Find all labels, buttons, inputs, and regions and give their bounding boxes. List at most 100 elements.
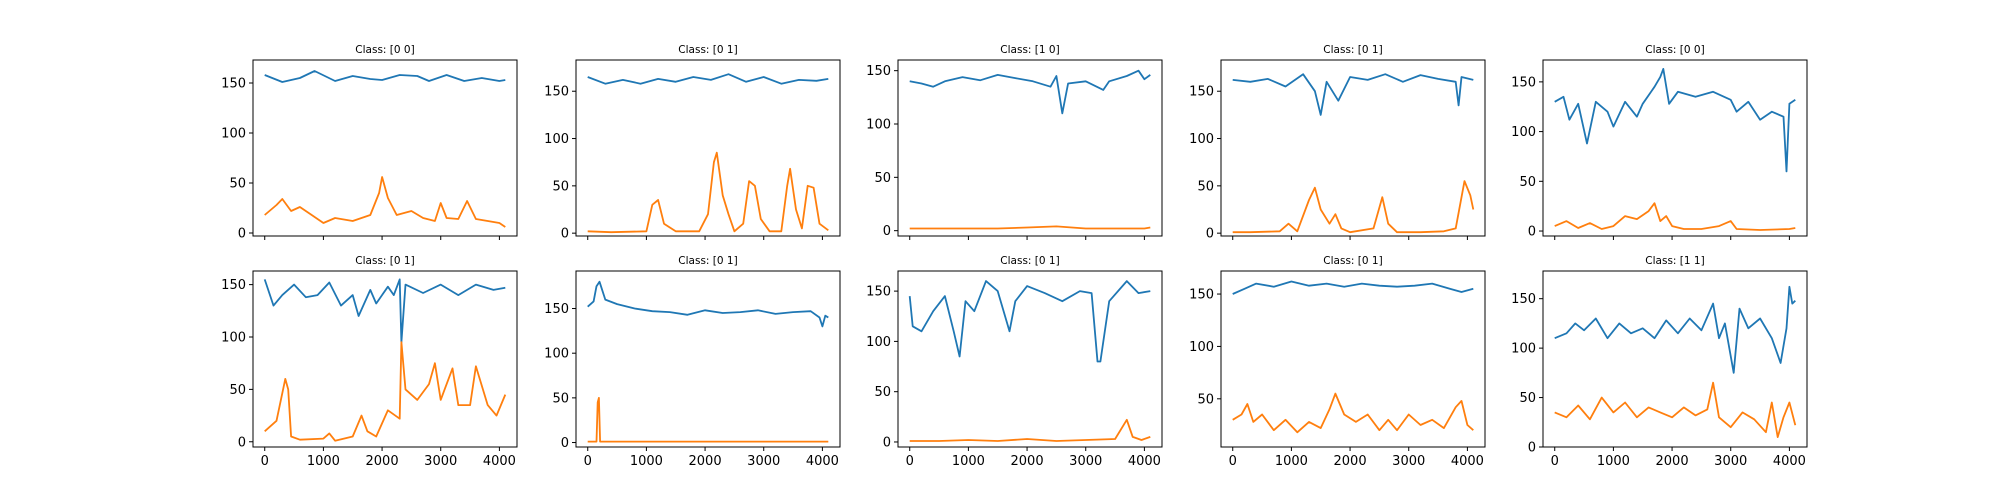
y-tick-label: 150 [866,285,891,300]
subplot-title: Class: [1 0] [1000,44,1059,56]
subplot-5: Class: [0 0] 0 50 100 150 [1511,44,1808,240]
x-tick-label: 4000 [1128,454,1161,469]
y-tick-label: 150 [1189,288,1214,303]
x-tick-label: 4000 [483,454,516,469]
series-line-1 [908,280,1151,363]
series-line-1 [1554,285,1796,374]
y-tick-label: 50 [1519,391,1536,406]
x-tick-label: 3000 [1392,454,1425,469]
y-tick-label: 100 [1189,340,1214,355]
y-tick-label: 50 [1197,179,1214,194]
y-tick-label: 150 [1511,75,1536,90]
y-tick-label: 100 [544,347,569,362]
y-tick-label: 0 [1528,441,1536,456]
subplot-title: Class: [0 1] [1000,255,1059,267]
axes-frame [1542,270,1808,448]
axes-frame [1542,59,1808,237]
y-tick-label: 100 [221,127,246,142]
subplot-title: Class: [0 1] [1323,255,1382,267]
y-tick-label: 100 [221,331,246,346]
x-tick-label: 4000 [1451,454,1484,469]
y-tick-label: 100 [544,132,569,147]
y-tick-label: 100 [1511,125,1536,140]
series-line-1 [1554,68,1796,173]
y-tick-label: 150 [544,302,569,317]
series-line-1 [909,69,1151,115]
subplot-title: Class: [0 1] [678,44,737,56]
series-line-2 [587,151,829,234]
y-tick-label: 100 [866,118,891,133]
y-tick-label: 150 [221,278,246,293]
y-tick-label: 0 [238,435,246,450]
series-line-2 [1232,180,1475,234]
x-tick-label: 2000 [366,454,399,469]
x-tick-label: 2000 [689,454,722,469]
subplot-1: Class: [0 0] 0 50 100 150 [221,44,518,242]
x-tick-label: 1000 [630,454,663,469]
subplot-10: Class: [1 1] 0 50 100 150 0 1000 2000 3000 4000 [1511,255,1808,469]
x-tick-label: 1000 [1275,454,1308,469]
series-line-2 [1554,381,1797,439]
y-tick-label: 50 [229,177,246,192]
series-line-2 [909,225,1151,230]
y-tick-label: 50 [552,179,569,194]
subplot-title: Class: [0 1] [1323,44,1382,56]
axes-frame [575,59,841,237]
y-tick-label: 50 [229,383,246,398]
subplot-title: Class: [0 1] [678,255,737,267]
x-tick-label: 2000 [1334,454,1367,469]
subplot-6: Class: [0 1] 0 50 100 150 0 1000 2000 3000 4000 [221,255,518,469]
axes-frame [575,270,841,448]
y-tick-label: 150 [866,64,891,79]
x-tick-label: 0 [261,454,269,469]
y-tick-label: 50 [552,391,569,406]
series-line-1 [587,280,829,328]
series-line-2 [587,396,829,443]
x-tick-label: 1000 [1597,454,1630,469]
subplot-8: Class: [0 1] 0 50 100 150 0 1000 2000 3000 4000 [866,255,1163,469]
series-line-1 [1232,73,1474,116]
series-line-1 [1232,280,1474,295]
y-tick-label: 50 [1519,175,1536,190]
x-tick-label: 0 [906,454,914,469]
y-tick-label: 150 [1511,292,1536,307]
x-tick-label: 3000 [747,454,780,469]
y-tick-label: 50 [874,385,891,400]
series-line-1 [264,70,506,83]
y-tick-label: 50 [1197,392,1214,407]
y-tick-label: 0 [883,224,891,239]
axes-frame [897,270,1163,448]
y-tick-label: 0 [1528,225,1536,240]
axes-frame [252,270,518,448]
x-tick-label: 2000 [1011,454,1044,469]
y-tick-label: 150 [221,77,246,92]
y-tick-label: 100 [866,335,891,350]
y-tick-label: 100 [1511,342,1536,357]
series-line-2 [1232,392,1474,434]
y-tick-label: 0 [1206,227,1214,242]
x-tick-label: 4000 [1773,454,1806,469]
axes-frame [1220,59,1486,237]
series-line-2 [264,341,507,442]
y-tick-label: 50 [874,171,891,186]
x-tick-label: 0 [584,454,592,469]
subplot-7: Class: [0 1] 0 50 100 150 0 1000 2000 3000 4000 [544,255,841,469]
y-tick-label: 150 [544,85,569,100]
series-line-1 [587,73,829,85]
series-line-2 [264,176,506,228]
series-line-2 [1554,202,1796,231]
subplot-3: Class: [1 0] 0 50 100 150 [866,44,1163,240]
x-tick-label: 3000 [1069,454,1102,469]
series-line-2 [909,418,1151,442]
x-tick-label: 0 [1229,454,1237,469]
y-tick-label: 0 [561,227,569,242]
axes-frame [897,59,1163,237]
subplot-4: Class: [0 1] 0 50 100 150 [1189,44,1486,242]
y-tick-label: 0 [883,435,891,450]
x-tick-label: 3000 [1714,454,1747,469]
y-tick-label: 0 [238,227,246,242]
subplot-title: Class: [1 1] [1645,255,1704,267]
x-tick-label: 0 [1551,454,1559,469]
x-tick-label: 1000 [307,454,340,469]
